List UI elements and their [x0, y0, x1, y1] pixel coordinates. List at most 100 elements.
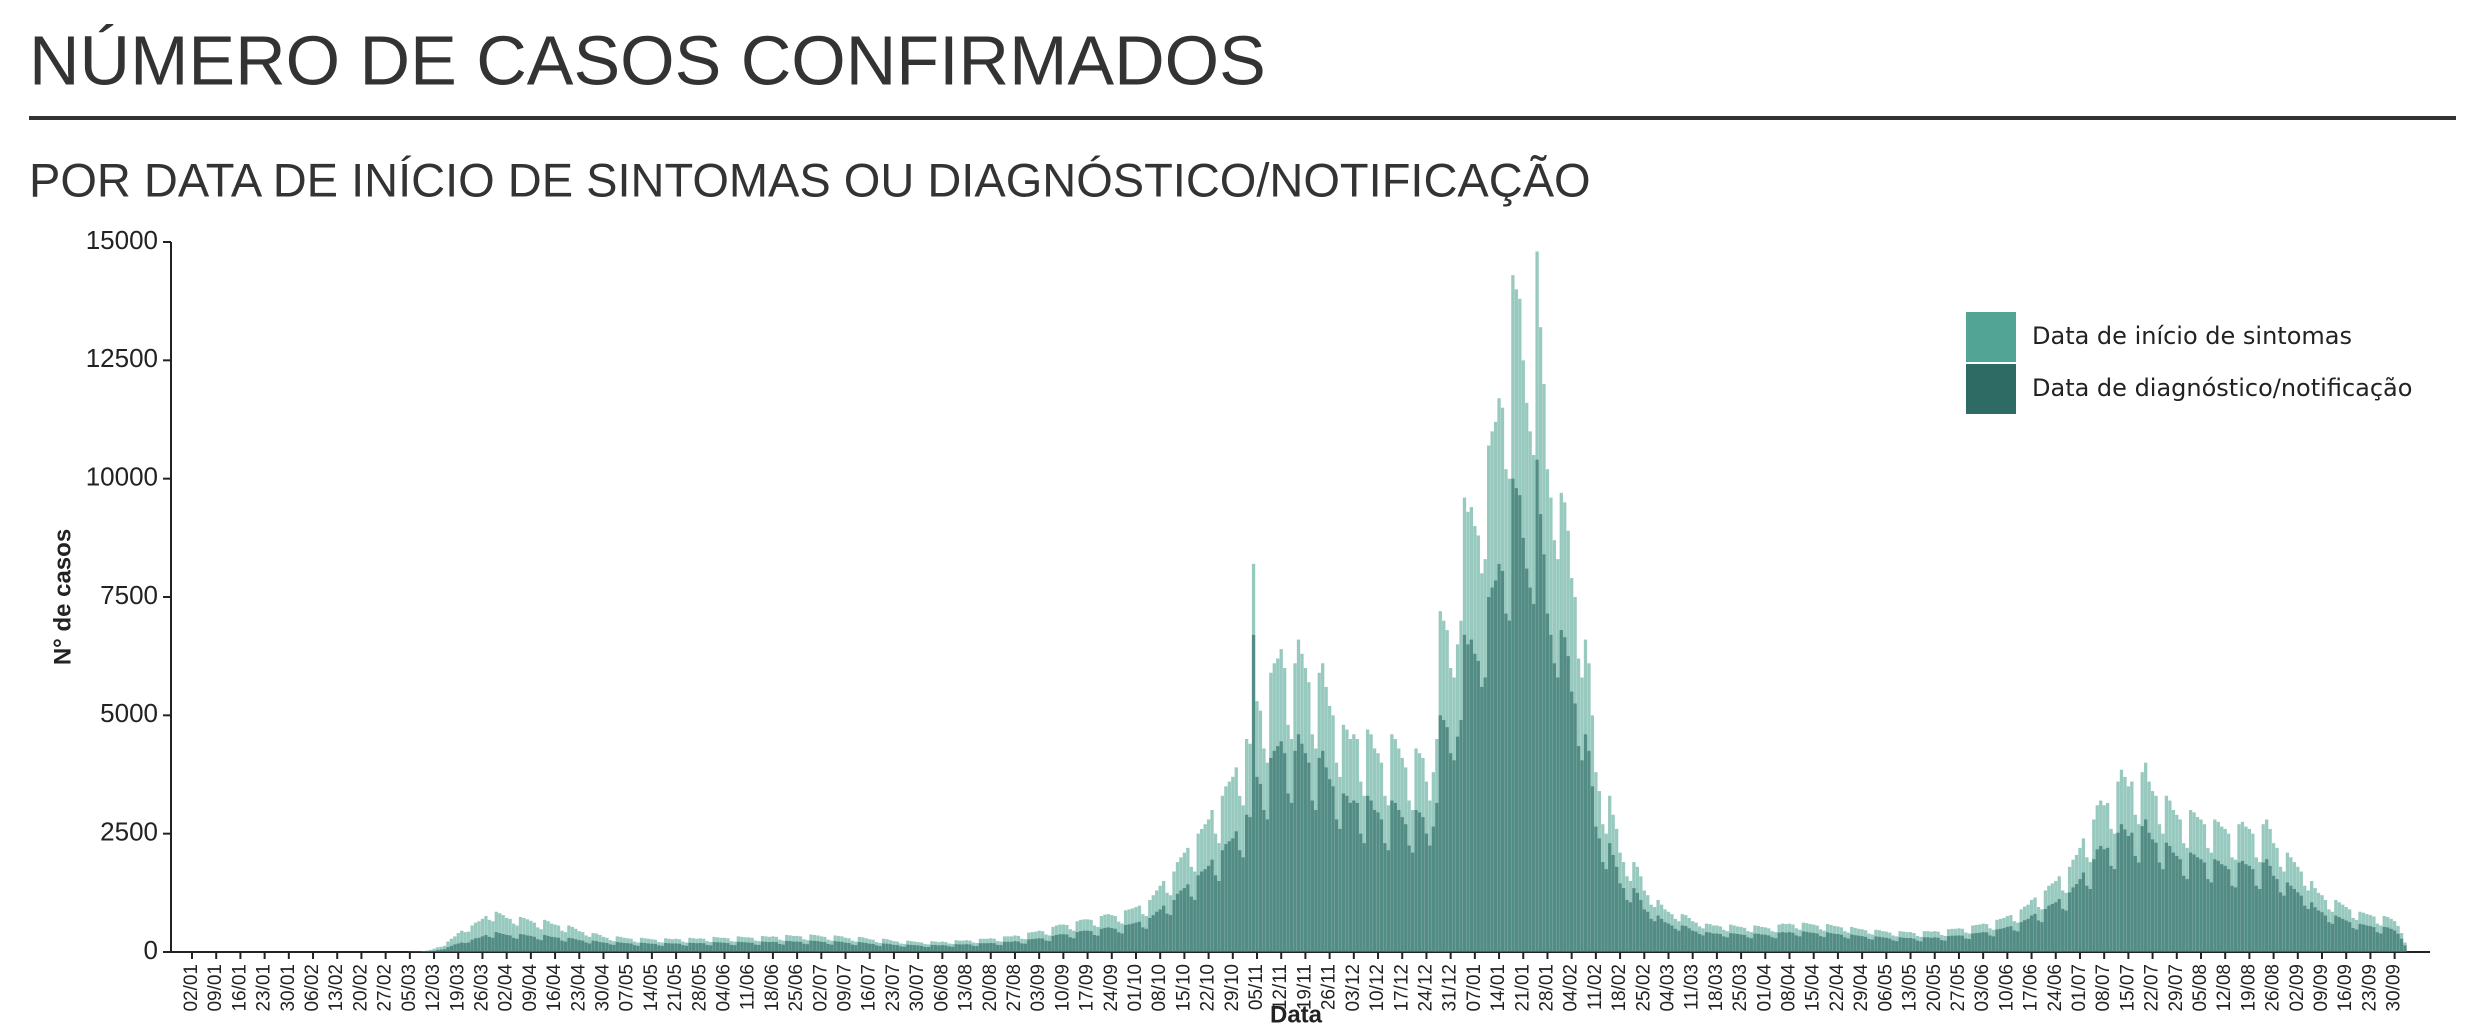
- bar: [892, 944, 896, 952]
- bar: [1504, 613, 1508, 952]
- bar: [549, 936, 554, 952]
- y-tick-label: 15000: [86, 225, 158, 255]
- bar: [702, 943, 706, 952]
- bar: [1919, 941, 1923, 952]
- x-tick-label: 05/08: [2190, 964, 2211, 1012]
- x-tick-label: 16/01: [229, 964, 250, 1012]
- bar: [1206, 865, 1211, 952]
- bar: [2209, 882, 2214, 952]
- bar: [567, 937, 571, 952]
- bar: [646, 943, 651, 952]
- bar: [2185, 879, 2189, 952]
- bar: [674, 943, 678, 952]
- bar: [1400, 817, 1404, 952]
- bar: [1020, 943, 1024, 952]
- bar: [1500, 570, 1505, 952]
- bar: [743, 942, 747, 952]
- bar: [2330, 923, 2335, 952]
- y-tick-label: 2500: [100, 817, 158, 847]
- bar: [2074, 884, 2079, 952]
- bar: [930, 944, 934, 952]
- bar: [1051, 935, 1055, 952]
- bar: [1065, 934, 1069, 952]
- bar: [639, 942, 644, 952]
- bar: [1483, 677, 1487, 952]
- bar: [501, 934, 505, 952]
- x-tick-label: 06/02: [302, 964, 323, 1012]
- bar: [2375, 932, 2379, 952]
- bar: [1794, 935, 1799, 952]
- y-tick-label: 5000: [100, 698, 158, 728]
- bar: [1711, 933, 1716, 952]
- bar: [1538, 514, 1543, 952]
- bar: [1487, 597, 1491, 952]
- bar: [843, 942, 848, 952]
- bar: [2216, 860, 2220, 952]
- bar: [2171, 852, 2175, 952]
- bar: [1742, 934, 1747, 952]
- bar: [463, 943, 467, 952]
- bar: [1165, 913, 1169, 952]
- x-tick-label: 07/05: [617, 964, 638, 1012]
- bar: [439, 946, 443, 952]
- bar: [1168, 915, 1173, 952]
- bar: [2088, 889, 2092, 952]
- x-tick-label: 13/08: [956, 964, 977, 1012]
- bar: [677, 943, 682, 952]
- bar: [2005, 926, 2009, 952]
- bar: [1850, 934, 1854, 952]
- bar: [1469, 639, 1474, 952]
- bar: [733, 945, 737, 952]
- x-tick-label: 26/03: [471, 964, 492, 1012]
- bar: [767, 942, 772, 952]
- bar: [722, 942, 727, 952]
- bar: [2299, 895, 2303, 952]
- chart-title: NÚMERO DE CASOS CONFIRMADOS: [29, 21, 1266, 99]
- bar: [1283, 753, 1287, 952]
- bar: [1542, 554, 1546, 952]
- bar: [1321, 750, 1325, 952]
- bar: [1877, 936, 1882, 952]
- bar: [906, 944, 910, 952]
- bar: [1587, 750, 1591, 952]
- bar: [1694, 931, 1698, 952]
- bar: [1079, 931, 1083, 952]
- bar: [653, 943, 657, 952]
- bar: [560, 940, 564, 952]
- x-tick-label: 15/10: [1173, 964, 1194, 1012]
- bar: [1002, 941, 1007, 952]
- bar: [2289, 885, 2293, 952]
- x-tick-label: 16/09: [2335, 964, 2356, 1012]
- bar: [1808, 932, 1812, 952]
- bar: [1099, 928, 1104, 952]
- x-tick-label: 11/02: [1585, 964, 1606, 1010]
- bar: [619, 942, 623, 952]
- x-tick-label: 16/04: [544, 964, 565, 1012]
- bar: [2123, 829, 2127, 952]
- bar: [601, 942, 606, 952]
- bar: [1072, 938, 1076, 952]
- x-tick-label: 20/08: [980, 964, 1001, 1012]
- bar: [1103, 927, 1107, 952]
- x-tick-label: 13/02: [326, 964, 347, 1012]
- bar: [546, 935, 550, 952]
- bar: [2112, 869, 2117, 952]
- x-tick-label: 12/03: [423, 964, 444, 1012]
- bar: [1130, 923, 1135, 952]
- bar: [1158, 909, 1162, 952]
- bar: [536, 939, 540, 952]
- bar: [937, 945, 941, 952]
- bar: [1248, 817, 1252, 952]
- bar: [1030, 938, 1034, 952]
- bar: [1244, 814, 1249, 952]
- bar: [1120, 933, 1124, 952]
- bar: [1635, 892, 1640, 952]
- bar: [1718, 934, 1722, 952]
- bar: [1269, 757, 1273, 952]
- bar: [1722, 936, 1726, 952]
- bar: [553, 937, 557, 952]
- bar: [1867, 938, 1871, 952]
- bar: [2175, 855, 2179, 952]
- x-tick-label: 20/02: [350, 964, 371, 1012]
